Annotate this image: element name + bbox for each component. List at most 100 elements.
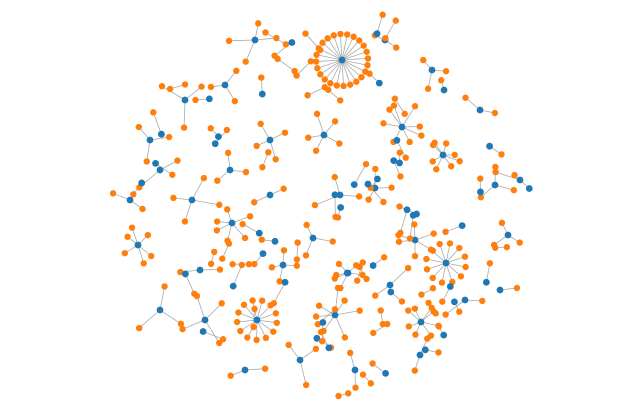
leaf-node[interactable] — [393, 44, 400, 51]
leaf-node[interactable] — [128, 224, 136, 231]
leaf-node[interactable] — [479, 297, 486, 305]
hub-node[interactable] — [351, 366, 359, 374]
leaf-node[interactable] — [435, 323, 443, 330]
leaf-node[interactable] — [418, 132, 425, 139]
leaf-node[interactable] — [429, 247, 437, 254]
leaf-node[interactable] — [238, 261, 246, 269]
hub-node[interactable] — [461, 296, 469, 304]
hub-node[interactable] — [525, 185, 533, 192]
leaf-node[interactable] — [262, 334, 270, 342]
leaf-node[interactable] — [211, 248, 218, 256]
leaf-node[interactable] — [237, 327, 244, 335]
leaf-node[interactable] — [380, 254, 388, 261]
hub-node[interactable] — [205, 95, 213, 103]
leaf-node[interactable] — [312, 313, 320, 320]
leaf-node[interactable] — [366, 70, 373, 77]
leaf-node[interactable] — [418, 291, 425, 298]
hub-node[interactable] — [196, 266, 204, 274]
leaf-node[interactable] — [442, 140, 450, 147]
leaf-node[interactable] — [180, 124, 188, 131]
leaf-node[interactable] — [367, 380, 374, 387]
leaf-node[interactable] — [302, 252, 310, 259]
hub-node[interactable] — [226, 166, 234, 174]
leaf-node[interactable] — [273, 319, 281, 326]
hub-node[interactable] — [387, 288, 395, 296]
leaf-node[interactable] — [430, 230, 437, 237]
hub-node[interactable] — [229, 282, 237, 290]
leaf-node[interactable] — [207, 83, 215, 91]
leaf-node[interactable] — [244, 334, 251, 341]
leaf-node[interactable] — [198, 83, 205, 90]
leaf-node[interactable] — [150, 109, 157, 116]
hub-node[interactable] — [416, 351, 424, 359]
leaf-node[interactable] — [223, 126, 231, 134]
leaf-node[interactable] — [312, 58, 320, 65]
hub-node[interactable] — [271, 237, 279, 245]
leaf-node[interactable] — [250, 323, 257, 331]
leaf-node[interactable] — [379, 320, 387, 328]
leaf-node[interactable] — [334, 214, 342, 221]
hub-node[interactable] — [253, 316, 261, 324]
leaf-node[interactable] — [451, 151, 458, 159]
hub-node[interactable] — [126, 196, 134, 204]
hub-node[interactable] — [152, 159, 159, 167]
leaf-node[interactable] — [438, 279, 446, 286]
leaf-node[interactable] — [158, 82, 166, 90]
hub-node[interactable] — [393, 136, 401, 144]
leaf-node[interactable] — [239, 220, 246, 228]
leaf-node[interactable] — [356, 37, 363, 44]
leaf-node[interactable] — [333, 271, 340, 279]
hub-node[interactable] — [156, 306, 164, 314]
leaf-node[interactable] — [327, 80, 334, 87]
leaf-node[interactable] — [251, 260, 258, 268]
leaf-node[interactable] — [364, 55, 372, 62]
leaf-node[interactable] — [280, 247, 288, 254]
leaf-node[interactable] — [291, 67, 298, 75]
hub-node[interactable] — [476, 106, 484, 114]
leaf-node[interactable] — [200, 174, 208, 182]
leaf-node[interactable] — [379, 11, 386, 18]
leaf-node[interactable] — [317, 328, 325, 336]
leaf-node[interactable] — [143, 158, 150, 165]
leaf-node[interactable] — [246, 213, 254, 220]
leaf-node[interactable] — [398, 298, 406, 305]
leaf-node[interactable] — [390, 102, 398, 109]
leaf-node[interactable] — [345, 390, 352, 397]
leaf-node[interactable] — [358, 74, 365, 81]
leaf-node[interactable] — [241, 234, 249, 242]
leaf-node[interactable] — [442, 228, 449, 236]
hub-node[interactable] — [403, 206, 411, 214]
hub-node[interactable] — [442, 259, 450, 267]
hub-node[interactable] — [319, 319, 327, 326]
leaf-node[interactable] — [411, 103, 419, 110]
leaf-node[interactable] — [140, 260, 147, 267]
leaf-node[interactable] — [370, 329, 377, 337]
hub-node[interactable] — [258, 90, 266, 98]
leaf-node[interactable] — [303, 221, 310, 229]
leaf-node[interactable] — [268, 264, 276, 271]
leaf-node[interactable] — [353, 78, 360, 85]
leaf-node[interactable] — [402, 154, 409, 161]
leaf-node[interactable] — [281, 129, 289, 136]
leaf-node[interactable] — [270, 328, 277, 335]
leaf-node[interactable] — [372, 292, 379, 299]
leaf-node[interactable] — [240, 301, 248, 308]
leaf-node[interactable] — [424, 85, 432, 92]
leaf-node[interactable] — [318, 337, 326, 345]
leaf-node[interactable] — [429, 274, 436, 282]
leaf-node[interactable] — [191, 290, 198, 297]
leaf-node[interactable] — [503, 243, 511, 251]
hub-node[interactable] — [336, 191, 344, 199]
leaf-node[interactable] — [498, 219, 506, 227]
leaf-node[interactable] — [313, 110, 321, 118]
hub-node[interactable] — [421, 346, 429, 354]
leaf-node[interactable] — [356, 307, 363, 314]
leaf-node[interactable] — [294, 239, 301, 246]
leaf-node[interactable] — [170, 194, 177, 202]
hub-node[interactable] — [374, 175, 381, 183]
leaf-node[interactable] — [396, 149, 404, 156]
hub-node[interactable] — [516, 176, 524, 184]
leaf-node[interactable] — [227, 372, 234, 379]
leaf-node[interactable] — [285, 341, 292, 349]
hub-node[interactable] — [331, 311, 339, 319]
